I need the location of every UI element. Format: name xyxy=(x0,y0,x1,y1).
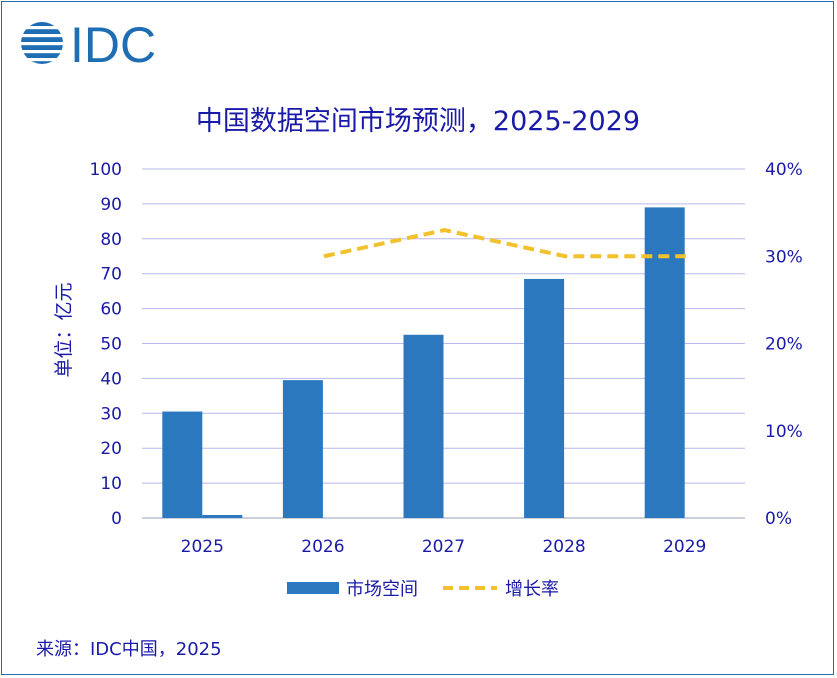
y-axis-ticks: 0 10 20 30 40 50 60 70 80 90 100 xyxy=(90,160,122,529)
bar xyxy=(282,380,323,518)
logo-text: IDC xyxy=(70,18,156,68)
legend-swatch-bar xyxy=(287,582,339,594)
y2-tick-label: 30% xyxy=(765,247,803,267)
bar xyxy=(162,411,203,518)
x-tick-label: 2025 xyxy=(181,537,224,557)
idc-logo: IDC xyxy=(20,18,156,68)
x-tick-label: 2028 xyxy=(542,537,585,557)
chart-title: 中国数据空间市场预测，2025-2029 xyxy=(196,106,640,137)
x-axis-ticks: 2025 2026 2027 2028 2029 xyxy=(181,537,707,557)
bar xyxy=(644,207,685,518)
bar-series xyxy=(162,207,685,518)
y-tick-label: 0 xyxy=(111,509,122,529)
legend-label-bar: 市场空间 xyxy=(346,579,418,600)
y2-tick-label: 40% xyxy=(765,160,803,180)
bar xyxy=(524,278,565,518)
y-axis-label: 单位：亿元 xyxy=(53,282,75,377)
y-tick-label: 30 xyxy=(100,404,122,424)
growth-line xyxy=(323,228,686,259)
y-tick-label: 40 xyxy=(100,369,122,389)
y-tick-label: 60 xyxy=(100,300,122,320)
y2-tick-label: 10% xyxy=(765,422,803,442)
y-tick-label: 20 xyxy=(100,439,122,459)
y-tick-label: 90 xyxy=(100,195,122,215)
y2-tick-label: 20% xyxy=(765,335,803,355)
y-tick-label: 50 xyxy=(100,335,122,355)
y2-axis-ticks: 0% 10% 20% 30% 40% xyxy=(765,160,803,529)
globe-icon xyxy=(20,22,64,64)
bar xyxy=(403,334,444,518)
source-note: 来源：IDC中国，2025 xyxy=(36,639,222,660)
bar-growth-baseline-marker xyxy=(202,515,243,518)
y-tick-label: 10 xyxy=(100,474,122,494)
y-tick-label: 70 xyxy=(100,265,122,285)
y2-tick-label: 0% xyxy=(765,509,792,529)
x-tick-label: 2029 xyxy=(663,537,706,557)
legend: 市场空间 增长率 xyxy=(287,579,559,600)
x-tick-label: 2027 xyxy=(422,537,465,557)
line-series xyxy=(323,228,686,259)
legend-label-line: 增长率 xyxy=(505,579,559,600)
y-tick-label: 100 xyxy=(90,160,122,180)
x-tick-label: 2026 xyxy=(301,537,344,557)
y-tick-label: 80 xyxy=(100,230,122,250)
